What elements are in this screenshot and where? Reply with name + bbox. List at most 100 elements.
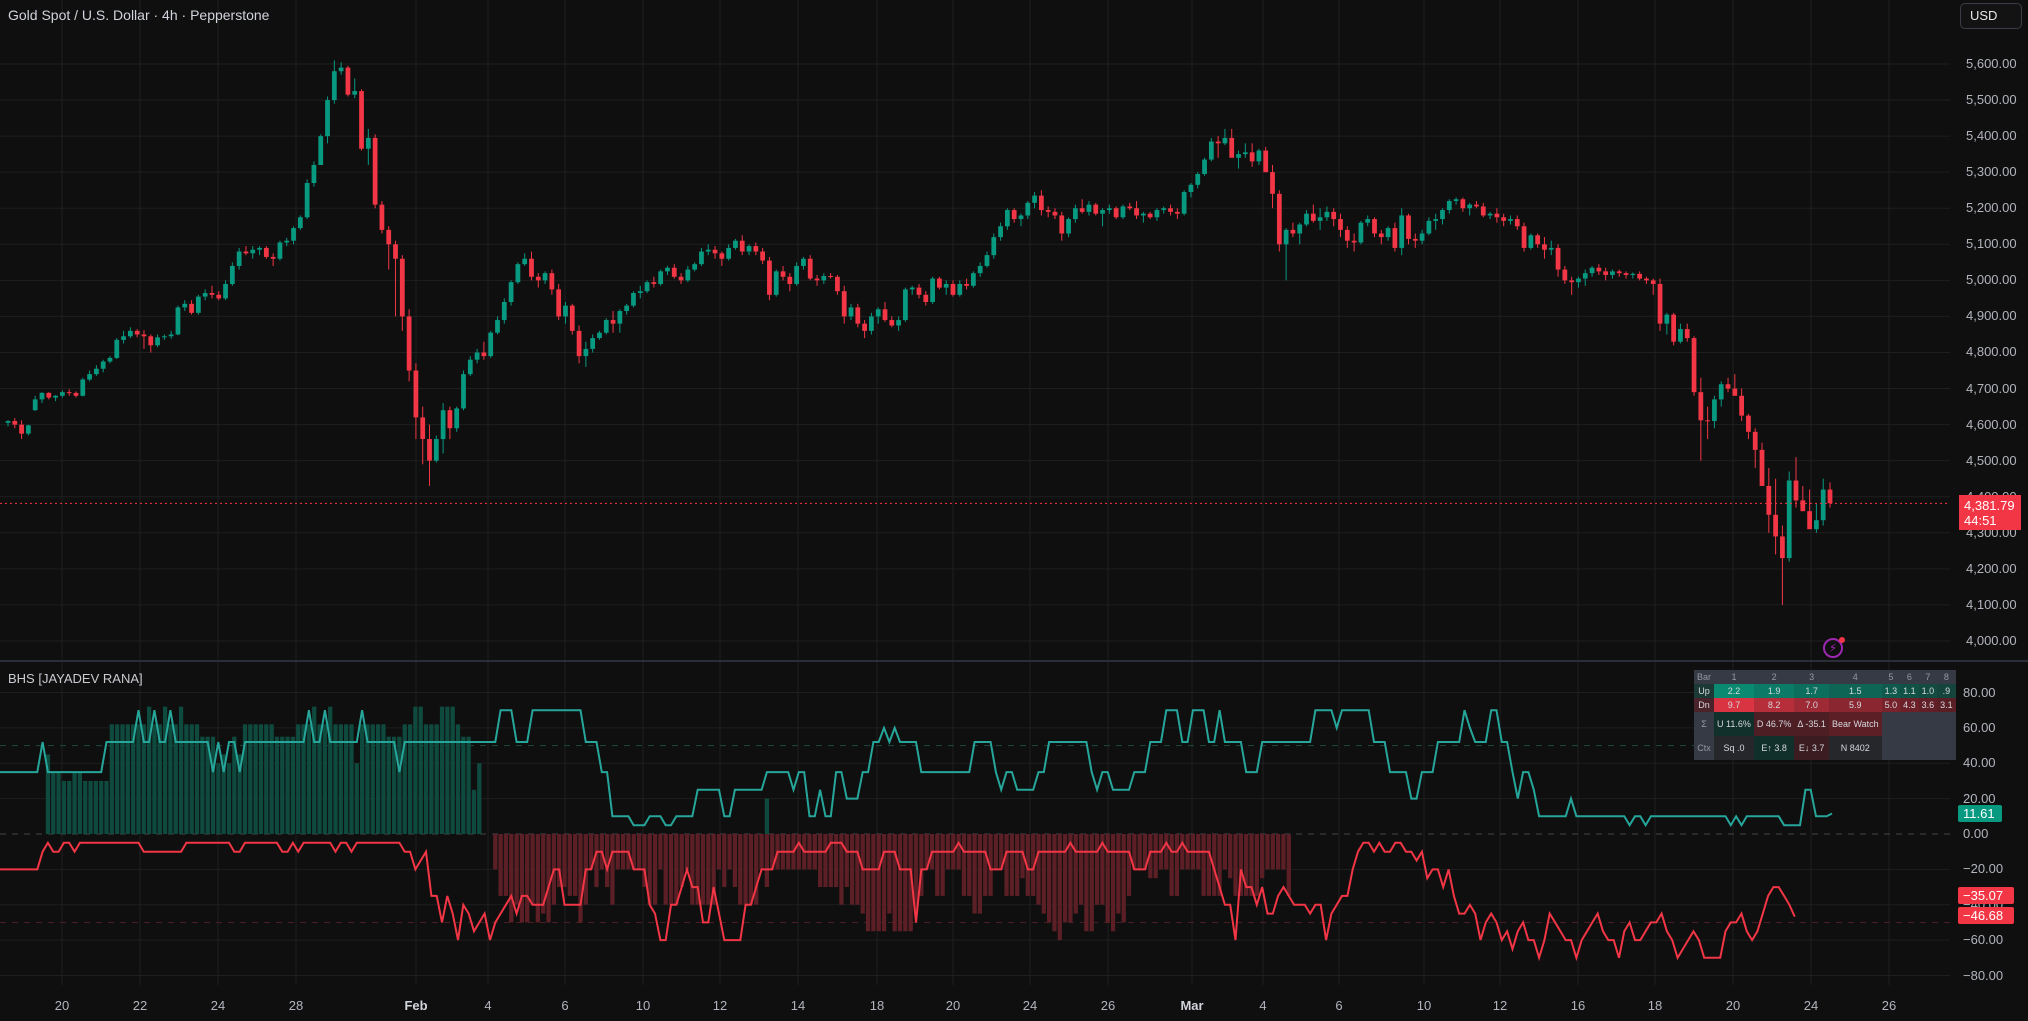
candle-body <box>1127 206 1133 209</box>
candle-body <box>692 264 698 270</box>
indicator-axis-label: 80.00 <box>1963 684 1996 700</box>
candle-body <box>1657 283 1663 324</box>
stats-empty-cell <box>1882 712 1956 736</box>
candle-body <box>1514 219 1520 227</box>
candle-body <box>1814 520 1819 530</box>
date-axis-label: 20 <box>1725 998 1741 1013</box>
lightning-alert-icon[interactable]: ⚡ <box>1823 637 1845 658</box>
up-histogram-bar <box>242 724 248 834</box>
currency-button[interactable]: USD <box>1960 3 2022 29</box>
down-histogram-bar <box>1286 834 1291 897</box>
down-histogram-bar <box>967 834 972 896</box>
date-axis-label: 26 <box>1100 998 1116 1013</box>
up-histogram-bar <box>306 724 312 834</box>
candle-body <box>236 251 242 266</box>
up-histogram-bar <box>141 724 146 834</box>
candle-body <box>352 91 358 95</box>
date-axis-label: 20 <box>945 998 961 1013</box>
price-axis-label: 4,800.00 <box>1966 344 2017 360</box>
up-histogram-bar <box>434 724 439 834</box>
candle-body <box>1344 229 1350 241</box>
candle-body <box>882 309 888 321</box>
stats-cell: Bear Watch <box>1828 712 1882 736</box>
candle-body <box>1018 215 1024 220</box>
candle-body <box>379 204 385 230</box>
up-histogram-bar <box>285 736 290 834</box>
candle-body <box>828 276 833 278</box>
candle-body <box>1623 273 1629 275</box>
down-histogram-bar <box>1270 834 1275 870</box>
up-histogram-bar <box>360 724 365 834</box>
candle-body <box>1066 219 1071 234</box>
up-histogram-bar <box>402 724 407 834</box>
candle-body <box>501 302 507 321</box>
candle-body <box>53 395 58 398</box>
down-histogram-bar <box>977 834 983 914</box>
up-histogram-bar <box>301 724 306 834</box>
candle-body <box>73 392 79 396</box>
up-histogram-bar <box>45 754 51 834</box>
stats-cell: 7.0 <box>1794 698 1829 712</box>
down-histogram-bar <box>589 834 594 870</box>
up-histogram-bar <box>77 772 83 834</box>
down-histogram-bar <box>1174 834 1180 896</box>
candle-body <box>1134 208 1139 216</box>
up-histogram-bar <box>99 780 104 834</box>
indicator-axis-label: −80.00 <box>1963 967 2004 983</box>
candle-body <box>1582 273 1588 279</box>
stats-cell: Dn <box>1694 698 1715 712</box>
candle-body <box>1773 514 1778 537</box>
candle-body <box>1412 238 1418 241</box>
down-histogram-bar <box>663 834 668 905</box>
down-histogram-bar <box>1254 834 1259 896</box>
candle-body <box>984 255 990 266</box>
up-histogram-bar <box>349 724 354 834</box>
date-axis-label: 6 <box>1335 998 1343 1013</box>
down-histogram-bar <box>855 834 860 905</box>
down-histogram-bar <box>1222 834 1228 870</box>
candle-body <box>610 320 616 324</box>
stats-sigma-row: Σ U 11.6% D 46.7% Δ -35.1 Bear Watch <box>1694 712 1956 736</box>
up-histogram-bar <box>237 754 242 834</box>
candle-body <box>1508 219 1513 221</box>
down-histogram-bar <box>1244 834 1249 896</box>
candle-body <box>1691 338 1697 393</box>
stats-cell: D 46.7% <box>1753 712 1795 736</box>
down-histogram-bar <box>897 834 903 932</box>
candle-body <box>658 271 664 284</box>
down-histogram-bar <box>1169 834 1174 896</box>
price-axis-label: 5,600.00 <box>1966 56 2017 71</box>
stats-table: Bar 1 2 3 4 5 6 7 8 Up 2.2 1.9 1.7 1.5 1… <box>1694 670 1956 760</box>
candle-body <box>1052 211 1058 216</box>
stats-cell: N 8402 <box>1828 736 1882 760</box>
candle-body <box>923 294 929 303</box>
down-histogram-bar <box>993 834 999 870</box>
price-axis-label: 4,600.00 <box>1966 416 2017 432</box>
up-histogram-bar <box>125 724 130 834</box>
down-histogram-bar <box>1180 834 1185 870</box>
up-value-tag: 11.61 <box>1958 805 2002 822</box>
stats-cell: 5.9 <box>1828 698 1882 712</box>
up-histogram-bar <box>146 706 152 834</box>
down-histogram-bar <box>849 834 855 905</box>
down-histogram-bar <box>1020 834 1025 879</box>
down-histogram-bar <box>519 834 525 923</box>
candle-body <box>1011 210 1017 220</box>
down-histogram-bar <box>594 834 599 888</box>
candle-body <box>1195 173 1201 185</box>
candle-body <box>603 320 609 333</box>
candle-body <box>1229 137 1235 158</box>
price-axis-label: 5,000.00 <box>1966 272 2017 288</box>
candle-body <box>542 273 548 281</box>
candle-body <box>182 303 188 308</box>
candle-body <box>916 287 922 295</box>
up-histogram-bar <box>232 736 237 834</box>
down-histogram-bar <box>716 834 722 870</box>
up-histogram-bar <box>333 724 338 834</box>
down-histogram-bar <box>1265 834 1270 870</box>
candle-body <box>284 240 290 243</box>
down-histogram-bar <box>636 834 642 870</box>
down-histogram-bar <box>833 834 839 888</box>
candle-body <box>304 183 310 218</box>
